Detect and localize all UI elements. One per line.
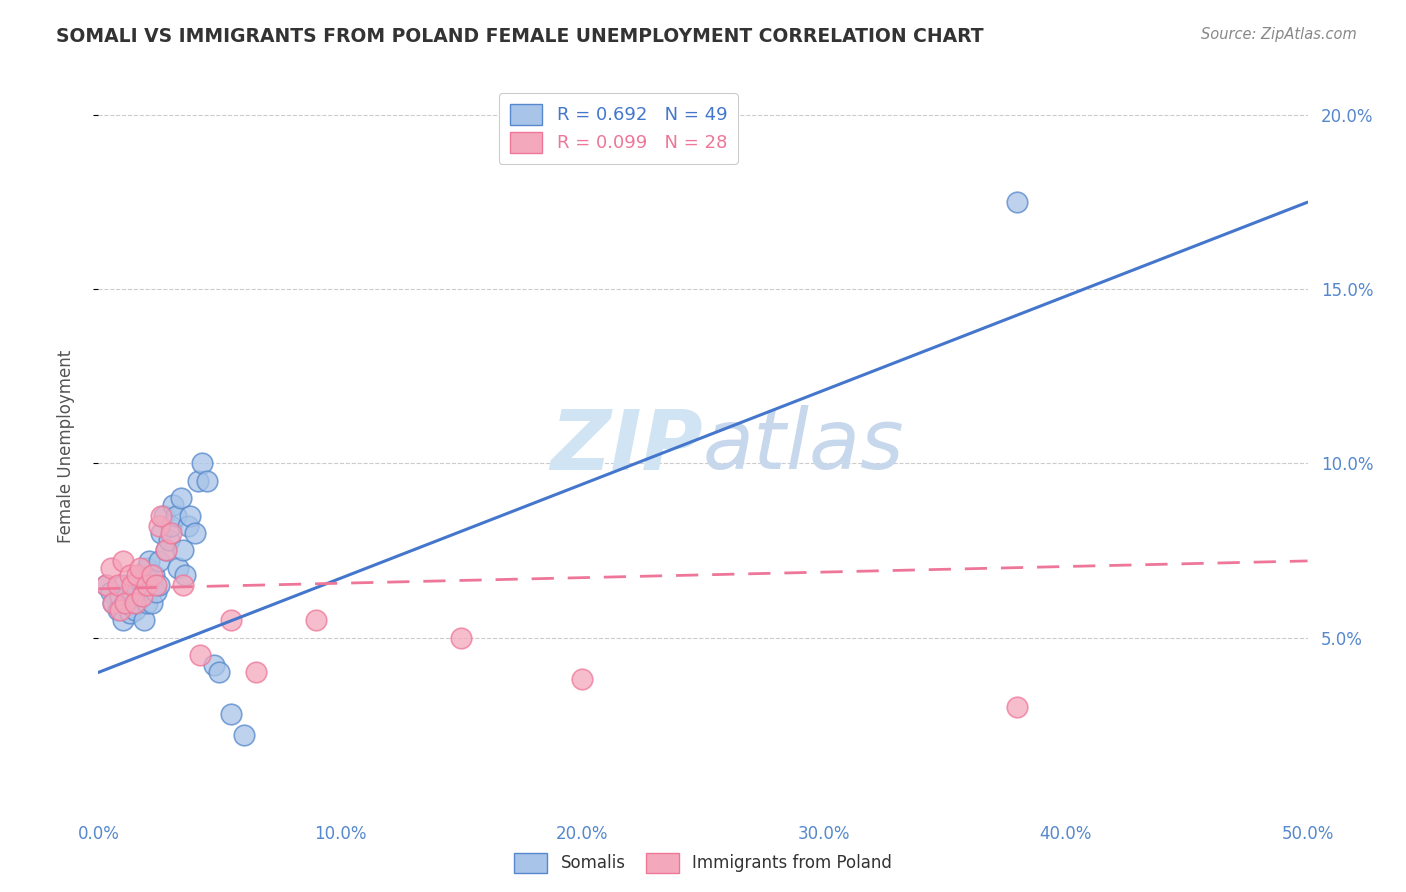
Point (177, 519, 200, 533)
Point (155, 543, 177, 558)
Point (94, 578, 117, 592)
Point (188, 648, 211, 662)
Point (117, 589, 139, 603)
Point (148, 554, 170, 568)
Point (232, 728, 254, 742)
Point (150, 508, 173, 523)
Point (94, 578, 117, 592)
Point (143, 567, 166, 582)
Point (114, 596, 136, 610)
Point (160, 519, 183, 533)
Point (155, 543, 177, 558)
Point (204, 658, 226, 673)
Legend: R = 0.692   N = 49, R = 0.099   N = 28: R = 0.692 N = 49, R = 0.099 N = 28 (499, 93, 738, 163)
Point (131, 589, 153, 603)
Point (169, 491, 191, 506)
Text: ZIP: ZIP (550, 406, 703, 486)
Point (172, 543, 194, 558)
Point (101, 596, 124, 610)
Point (165, 508, 187, 523)
Point (138, 554, 160, 568)
Point (145, 585, 167, 599)
Point (148, 578, 170, 592)
Y-axis label: Female Unemployment: Female Unemployment (56, 350, 75, 542)
Point (128, 567, 150, 582)
Point (101, 596, 124, 610)
Point (114, 596, 136, 610)
Point (111, 578, 134, 592)
Point (121, 578, 143, 592)
Point (145, 578, 167, 592)
Point (141, 578, 163, 592)
Point (305, 613, 328, 627)
Point (118, 567, 141, 582)
Point (124, 603, 146, 617)
Point (135, 561, 157, 575)
Point (174, 567, 197, 582)
Text: Source: ZipAtlas.com: Source: ZipAtlas.com (1201, 27, 1357, 42)
Point (1007, 700, 1029, 714)
Point (118, 606, 141, 620)
Point (141, 567, 163, 582)
Point (208, 665, 231, 680)
Point (124, 596, 146, 610)
Point (184, 526, 207, 541)
Point (172, 578, 194, 592)
Point (107, 578, 129, 592)
Point (148, 519, 170, 533)
Point (160, 526, 183, 541)
Point (1007, 195, 1029, 210)
Point (167, 561, 190, 575)
Point (127, 567, 149, 582)
Point (111, 613, 134, 627)
Point (107, 603, 129, 617)
Point (152, 508, 174, 523)
Point (121, 585, 143, 599)
Point (111, 554, 134, 568)
Legend: Somalis, Immigrants from Poland: Somalis, Immigrants from Poland (508, 847, 898, 880)
Point (150, 526, 173, 541)
Point (100, 585, 122, 599)
Point (191, 457, 214, 471)
Point (221, 707, 243, 722)
Point (141, 596, 163, 610)
Point (100, 561, 122, 575)
Point (124, 578, 146, 592)
Text: SOMALI VS IMMIGRANTS FROM POLAND FEMALE UNEMPLOYMENT CORRELATION CHART: SOMALI VS IMMIGRANTS FROM POLAND FEMALE … (56, 27, 984, 45)
Point (131, 578, 153, 592)
Point (571, 673, 593, 687)
Point (221, 613, 243, 627)
Point (134, 613, 156, 627)
Point (127, 596, 149, 610)
Point (128, 561, 150, 575)
Point (450, 631, 472, 645)
Point (179, 508, 201, 523)
Point (135, 578, 157, 592)
Point (108, 589, 131, 603)
Text: atlas: atlas (703, 406, 904, 486)
Point (108, 603, 131, 617)
Point (187, 474, 209, 488)
Point (162, 498, 184, 512)
Point (135, 596, 157, 610)
Point (195, 474, 218, 488)
Point (131, 589, 153, 603)
Point (245, 665, 267, 680)
Point (157, 533, 180, 547)
